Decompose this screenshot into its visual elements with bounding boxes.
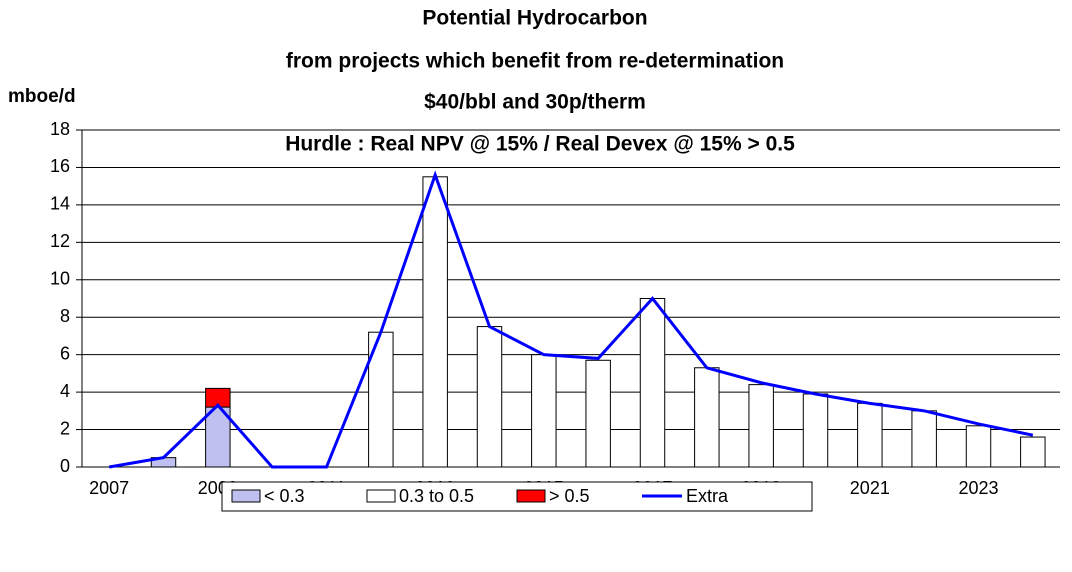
y-tick-label: 6 <box>60 343 70 363</box>
bar <box>802 393 829 468</box>
x-tick-label: 2023 <box>958 478 998 498</box>
legend-label: < 0.3 <box>264 486 305 506</box>
x-tick-label: 2007 <box>89 478 129 498</box>
chart-title: $40/bbl and 30p/therm <box>424 91 646 114</box>
y-tick-label: 12 <box>50 231 70 251</box>
line <box>108 170 1034 469</box>
bar <box>205 406 231 468</box>
y-tick-label: 10 <box>50 269 70 289</box>
chart-title: from projects which benefit from re-dete… <box>286 50 784 73</box>
y-tick-label: 0 <box>60 456 70 476</box>
legend-swatch <box>366 489 396 503</box>
x-tick-label: 2021 <box>850 478 890 498</box>
y-tick-label: 16 <box>50 156 70 176</box>
bar <box>585 359 611 468</box>
y-tick-label: 4 <box>60 381 70 401</box>
annotation: Hurdle : Real NPV @ 15% / Real Devex @ 1… <box>285 133 795 156</box>
legend-swatch <box>231 489 261 503</box>
bar <box>531 354 557 468</box>
y-tick-label: 2 <box>60 418 70 438</box>
bar <box>911 410 937 468</box>
bar <box>965 425 992 468</box>
y-tick-label: 14 <box>50 194 70 214</box>
bar <box>639 298 666 468</box>
y-axis-label: mboe/d <box>8 86 76 107</box>
y-tick-label: 8 <box>60 306 70 326</box>
bar <box>1020 436 1046 468</box>
bar <box>748 384 774 468</box>
bar <box>422 176 448 468</box>
bar <box>694 367 720 468</box>
bar <box>476 326 503 468</box>
legend-label: Extra <box>686 486 729 506</box>
legend-swatch <box>516 489 546 503</box>
legend-label: 0.3 to 0.5 <box>399 486 474 506</box>
chart-title: Potential Hydrocarbon <box>422 7 647 30</box>
bar <box>857 402 883 468</box>
legend-label: > 0.5 <box>549 486 590 506</box>
y-tick-label: 18 <box>50 119 70 139</box>
